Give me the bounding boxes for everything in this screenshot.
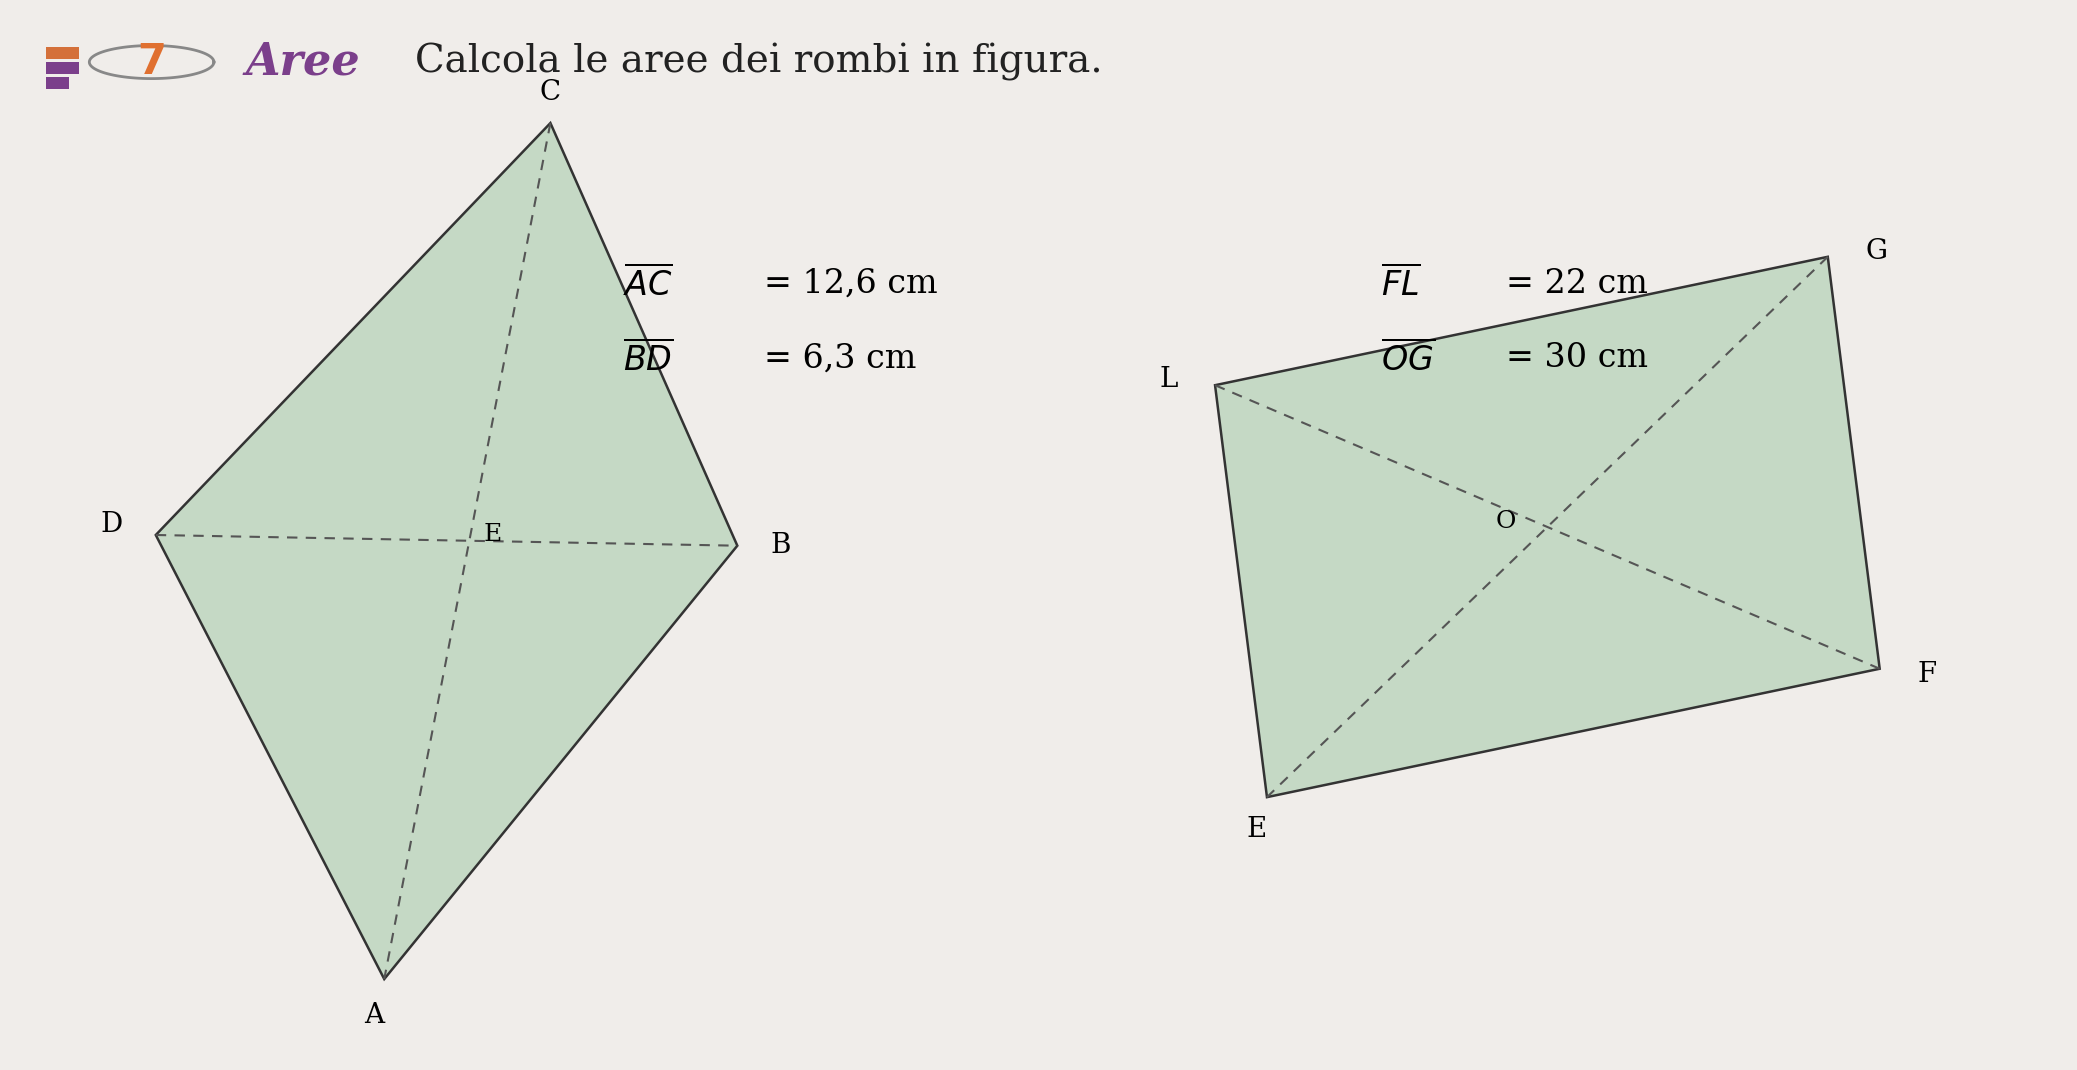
Text: = 6,3 cm: = 6,3 cm xyxy=(764,342,916,374)
Text: = 22 cm: = 22 cm xyxy=(1506,268,1647,300)
Text: $\overline{FL}$: $\overline{FL}$ xyxy=(1381,265,1421,302)
Text: B: B xyxy=(771,532,791,560)
Text: $\overline{OG}$: $\overline{OG}$ xyxy=(1381,340,1435,377)
Polygon shape xyxy=(1215,257,1880,797)
Polygon shape xyxy=(156,123,737,979)
Text: A: A xyxy=(363,1002,384,1028)
Text: = 30 cm: = 30 cm xyxy=(1506,342,1647,374)
Text: E: E xyxy=(484,523,503,546)
FancyBboxPatch shape xyxy=(46,77,69,89)
Text: $\overline{AC}$: $\overline{AC}$ xyxy=(623,265,673,302)
Text: E: E xyxy=(1246,816,1267,843)
Text: D: D xyxy=(100,510,123,538)
Text: Calcola le aree dei rombi in figura.: Calcola le aree dei rombi in figura. xyxy=(415,43,1103,81)
Text: 7: 7 xyxy=(137,41,166,83)
FancyBboxPatch shape xyxy=(46,62,79,74)
Text: F: F xyxy=(1917,660,1936,688)
Text: C: C xyxy=(540,79,561,106)
Text: O: O xyxy=(1495,510,1516,533)
Text: = 12,6 cm: = 12,6 cm xyxy=(764,268,939,300)
Text: Aree: Aree xyxy=(245,41,359,83)
Text: L: L xyxy=(1159,366,1178,394)
Text: G: G xyxy=(1865,238,1888,265)
Text: $\overline{BD}$: $\overline{BD}$ xyxy=(623,340,673,377)
FancyBboxPatch shape xyxy=(46,47,79,59)
